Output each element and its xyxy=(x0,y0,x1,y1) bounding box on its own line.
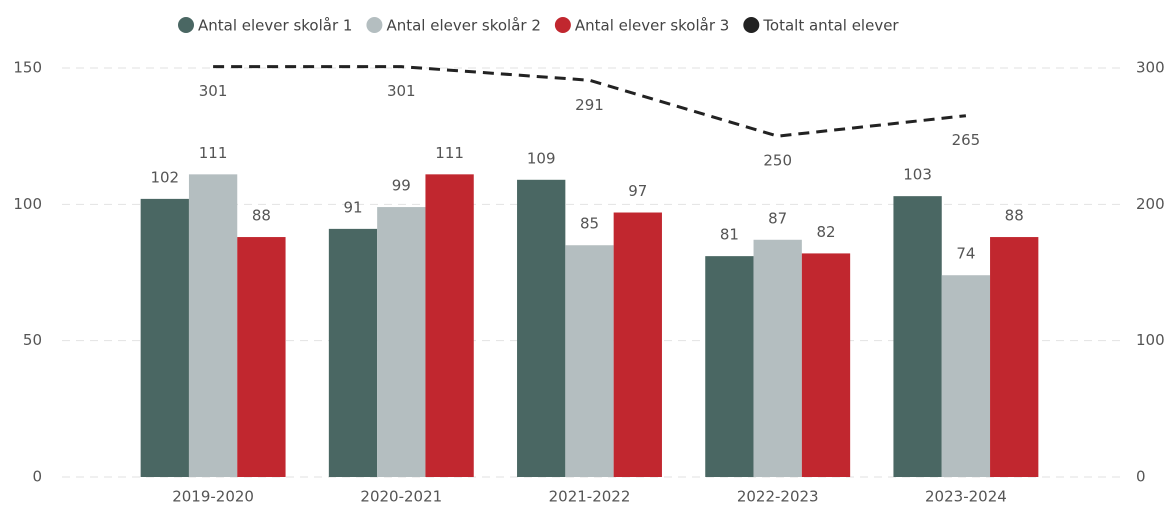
bar xyxy=(517,179,566,477)
data-label: 82 xyxy=(816,223,835,241)
data-label: 111 xyxy=(199,144,228,162)
data-label: 301 xyxy=(387,82,416,100)
data-label: 97 xyxy=(628,182,647,200)
data-label: 74 xyxy=(956,245,975,263)
data-label: 265 xyxy=(952,131,981,149)
data-label: 102 xyxy=(150,168,179,186)
data-label: 109 xyxy=(527,149,556,167)
y-tick-label: 0 xyxy=(32,468,42,486)
bar xyxy=(565,245,614,477)
data-label: 88 xyxy=(1005,207,1024,225)
total-line xyxy=(213,65,967,138)
y2-tick-label: 100 xyxy=(1136,331,1165,349)
legend-marker xyxy=(366,17,383,33)
data-label: 250 xyxy=(763,152,792,170)
data-label: 88 xyxy=(252,207,271,225)
legend-label: Antal elever skolår 3 xyxy=(575,17,729,35)
y-tick-label: 150 xyxy=(13,59,42,77)
bar xyxy=(893,196,942,478)
data-label: 291 xyxy=(575,96,604,114)
y-tick-label: 50 xyxy=(23,331,42,349)
bar xyxy=(705,256,754,477)
bar xyxy=(801,253,851,477)
data-label: 301 xyxy=(199,82,228,100)
bar xyxy=(990,237,1039,477)
data-label: 81 xyxy=(720,226,739,244)
x-tick-label: 2022-2023 xyxy=(737,488,819,506)
data-label: 91 xyxy=(343,198,362,216)
y-tick-label: 100 xyxy=(13,195,42,213)
legend-marker xyxy=(743,17,760,33)
data-label: 111 xyxy=(435,144,464,162)
x-tick-label: 2021-2022 xyxy=(549,488,631,506)
bar xyxy=(188,174,238,477)
data-label: 85 xyxy=(580,215,599,233)
y2-tick-label: 300 xyxy=(1136,59,1165,77)
legend-label: Antal elever skolår 1 xyxy=(198,17,352,35)
bar xyxy=(941,275,991,477)
bar xyxy=(377,207,426,477)
legend-marker xyxy=(178,17,194,33)
bar xyxy=(140,198,189,477)
y2-tick-label: 0 xyxy=(1136,468,1146,486)
y2-tick-label: 200 xyxy=(1136,195,1165,213)
legend-marker xyxy=(554,17,571,33)
bar xyxy=(753,239,802,477)
x-tick-label: 2019-2020 xyxy=(172,488,254,506)
data-label: 87 xyxy=(768,209,787,227)
legend-label: Antal elever skolår 2 xyxy=(386,17,540,35)
data-label: 99 xyxy=(392,177,411,195)
x-tick-label: 2020-2021 xyxy=(360,488,442,506)
bar xyxy=(237,237,286,477)
bar xyxy=(328,228,378,477)
legend-label: Totalt antal elever xyxy=(762,17,899,35)
bar xyxy=(613,212,662,477)
bar xyxy=(425,174,474,477)
x-tick-label: 2023-2024 xyxy=(925,488,1007,506)
data-label: 103 xyxy=(903,166,932,184)
